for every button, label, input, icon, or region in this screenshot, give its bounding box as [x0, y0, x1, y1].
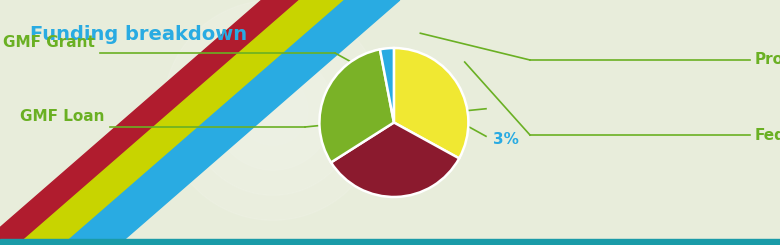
Polygon shape — [213, 50, 333, 170]
Text: Provincial: Provincial — [755, 52, 780, 68]
Text: GMF Grant: GMF Grant — [3, 35, 95, 50]
Wedge shape — [331, 122, 459, 197]
Text: Funding breakdown: Funding breakdown — [30, 25, 247, 44]
Wedge shape — [320, 49, 394, 162]
Polygon shape — [238, 75, 308, 145]
Text: 3%: 3% — [493, 132, 519, 147]
Text: 31%: 31% — [433, 107, 470, 122]
Polygon shape — [0, 0, 300, 245]
Text: Federal: Federal — [755, 127, 780, 143]
Polygon shape — [188, 25, 358, 195]
Polygon shape — [18, 0, 345, 245]
Polygon shape — [0, 239, 780, 245]
Text: 33%: 33% — [392, 60, 428, 75]
Wedge shape — [380, 48, 394, 122]
Text: GMF Loan: GMF Loan — [20, 109, 105, 124]
Polygon shape — [63, 0, 399, 245]
Polygon shape — [163, 0, 383, 220]
Wedge shape — [394, 48, 468, 158]
Text: 33%: 33% — [420, 77, 456, 93]
